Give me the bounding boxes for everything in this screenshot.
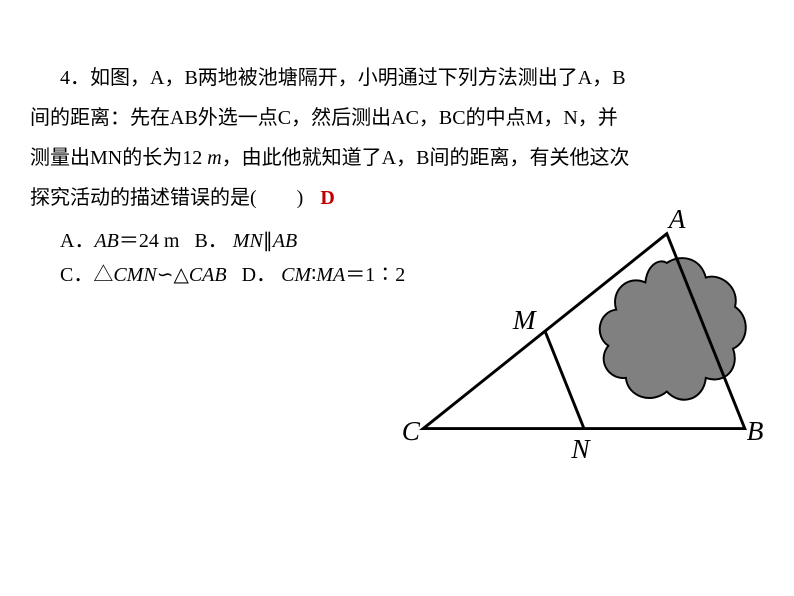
opt-c-prefix: C． bbox=[60, 264, 93, 286]
segment-mn bbox=[545, 331, 584, 428]
opt-d-colon2: ∶ bbox=[375, 264, 395, 286]
opt-b-para: ∥ bbox=[263, 230, 273, 252]
opt-b-var2: AB bbox=[273, 230, 297, 252]
q-number: 4 bbox=[60, 67, 70, 89]
q-line1: 如图，A，B两地被池塘隔开，小明通过下列方法测出了A，B bbox=[90, 67, 626, 89]
geometry-diagram: A B C M N bbox=[394, 196, 774, 476]
label-m: M bbox=[512, 305, 537, 335]
question-line2: 间的距离：先在AB外选一点C，然后测出AC，BC的中点M，N，并 bbox=[30, 100, 764, 136]
opt-c-var1: CMN bbox=[113, 264, 156, 286]
opt-c-tri2: △ bbox=[173, 264, 188, 286]
label-n: N bbox=[570, 434, 591, 464]
opt-d-prefix: D． bbox=[242, 264, 276, 286]
label-b: B bbox=[747, 416, 764, 446]
opt-c-tri1: △ bbox=[93, 264, 113, 286]
opt-d-eq: ＝1 bbox=[345, 264, 375, 286]
opt-c-var2: CAB bbox=[189, 264, 227, 286]
opt-c-sim: ∽ bbox=[157, 264, 174, 286]
question-line3: 测量出MN的长为12 m，由此他就知道了A，B间的距离，有关他这次 bbox=[30, 140, 764, 176]
opt-b-prefix: B． bbox=[194, 230, 227, 252]
opt-d-var2: MA bbox=[316, 264, 345, 286]
opt-d-var1: CM bbox=[281, 264, 311, 286]
label-c: C bbox=[402, 416, 421, 446]
opt-a-eq: ＝24 m bbox=[119, 230, 180, 252]
q-sep: ． bbox=[70, 67, 90, 89]
label-a: A bbox=[667, 204, 686, 234]
opt-a-var: AB bbox=[94, 230, 118, 252]
question-line1: 4．如图，A，B两地被池塘隔开，小明通过下列方法测出了A，B bbox=[30, 60, 764, 96]
answer-mark: D bbox=[320, 187, 334, 209]
opt-b-var1: MN bbox=[233, 230, 263, 252]
opt-a-prefix: A． bbox=[60, 230, 94, 252]
